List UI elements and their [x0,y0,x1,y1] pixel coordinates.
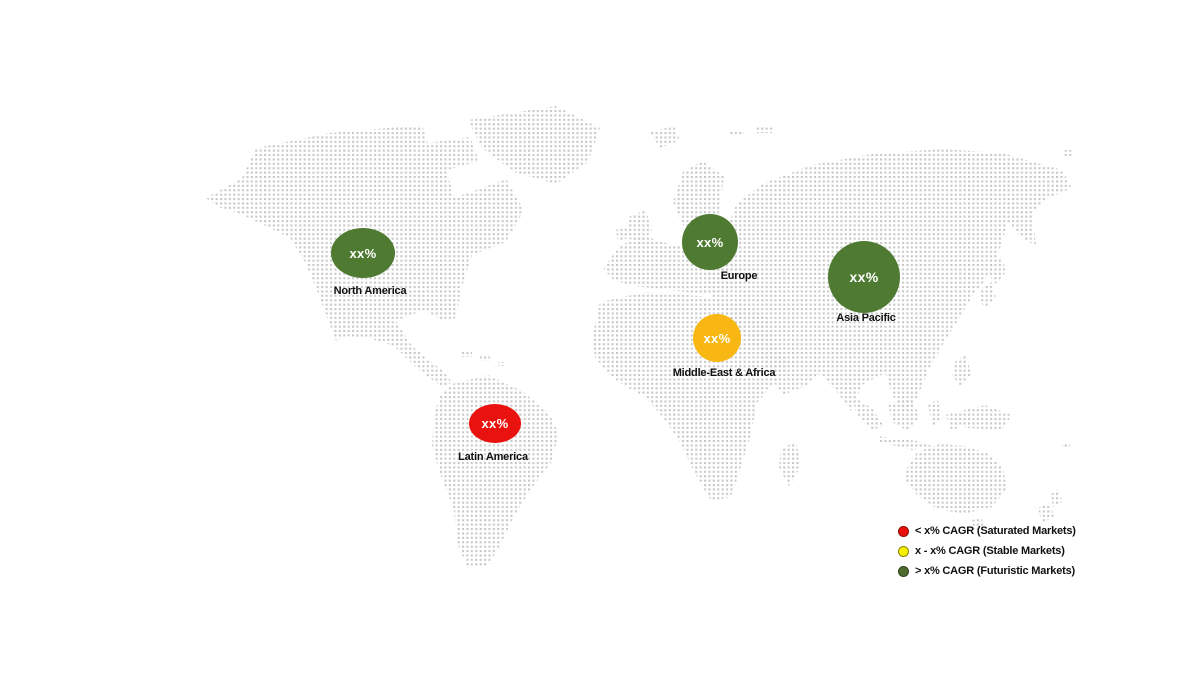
legend-label-futuristic: > x% CAGR (Futuristic Markets) [915,565,1075,577]
islands-japan [978,256,1006,308]
legend-label-saturated: < x% CAGR (Saturated Markets) [915,525,1076,537]
bubble-latin-america: xx% [469,404,521,443]
bubble-middle-east-africa: xx% [693,314,741,362]
bubble-value-europe: xx% [696,234,724,250]
stable-markets-dot-icon [898,545,909,557]
legend-label-stable: x - x% CAGR (Stable Markets) [915,545,1065,557]
bubble-value-asia-pacific: xx% [849,269,879,285]
legend-row-stable: x - x% CAGR (Stable Markets) [898,541,1076,561]
region-label-middle-east-africa: Middle-East & Africa [672,367,776,379]
islands-philippines [952,354,971,387]
island-new-guinea [945,405,1012,430]
island-ireland [616,226,628,242]
futuristic-markets-dot-icon [898,565,909,577]
island-tasmania [972,518,984,530]
bubble-value-latin-america: xx% [481,416,509,431]
continent-australia [906,444,1007,514]
cagr-legend: < x% CAGR (Saturated Markets) x - x% CAG… [898,521,1076,581]
region-label-latin-america: Latin America [458,451,528,463]
island-iceland [650,126,680,148]
bubble-europe: xx% [682,214,738,270]
island-great-britain [627,210,652,245]
island-madagascar [779,441,801,486]
islands-indonesia [852,396,958,450]
continent-south-america [432,375,559,568]
islands-new-zealand [1038,442,1070,524]
continent-greenland [468,106,600,184]
region-label-asia-pacific: Asia Pacific [836,312,896,324]
islands-caribbean [460,352,506,366]
bubble-asia-pacific: xx% [828,241,900,313]
region-label-europe: Europe [720,270,758,282]
islands-arctic [730,126,1073,156]
legend-row-futuristic: > x% CAGR (Futuristic Markets) [898,561,1076,581]
bubble-value-middle-east-africa: xx% [703,330,731,346]
bubble-north-america: xx% [331,228,395,278]
saturated-markets-dot-icon [898,525,909,537]
region-label-north-america: North America [333,285,407,297]
continent-africa [592,292,793,501]
legend-row-saturated: < x% CAGR (Saturated Markets) [898,521,1076,541]
bubble-value-north-america: xx% [349,245,377,261]
